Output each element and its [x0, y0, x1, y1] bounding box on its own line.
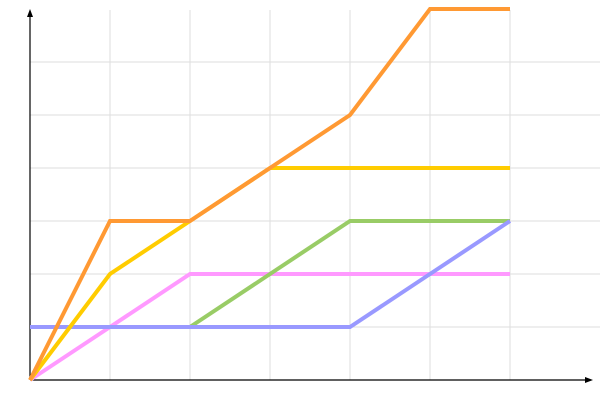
series-line-2	[188, 219, 510, 329]
y-axis-arrow-icon	[27, 9, 33, 17]
x-axis-arrow-icon	[585, 377, 593, 383]
series-line-5	[28, 7, 510, 381]
series-line-3	[30, 219, 512, 329]
axes	[27, 9, 593, 383]
series-group	[28, 7, 512, 382]
